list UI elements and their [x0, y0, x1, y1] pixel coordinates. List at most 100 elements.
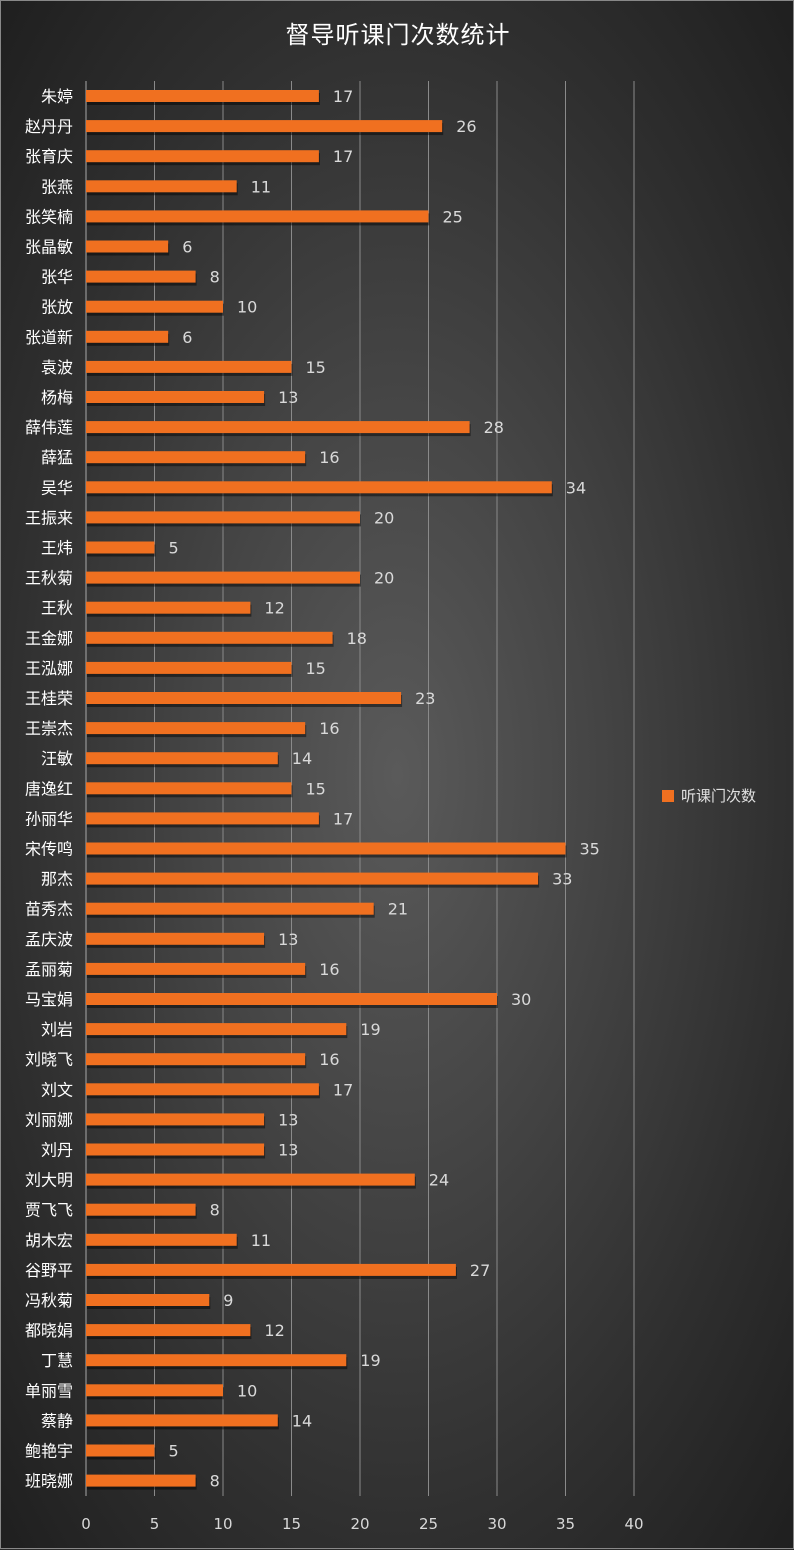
- category-label: 张放: [41, 298, 73, 317]
- data-label: 21: [388, 900, 408, 919]
- bar: [86, 1354, 347, 1367]
- category-label: 蔡静: [41, 1411, 73, 1430]
- data-label: 20: [374, 508, 394, 527]
- bar: [86, 210, 429, 223]
- data-label: 17: [333, 147, 353, 166]
- bar: [86, 571, 360, 584]
- category-label: 丁慧: [41, 1351, 73, 1370]
- bar: [86, 1263, 456, 1276]
- data-label: 25: [443, 207, 463, 226]
- bar: [86, 541, 155, 554]
- x-tick-label: 30: [487, 1515, 506, 1533]
- category-label: 张晶敏: [25, 238, 73, 257]
- bar: [86, 1083, 319, 1096]
- bar: [86, 180, 237, 193]
- category-label: 贾飞飞: [25, 1201, 73, 1220]
- category-label: 冯秋菊: [25, 1291, 73, 1310]
- category-label: 袁波: [41, 358, 73, 377]
- bar: [86, 872, 539, 885]
- data-label: 16: [319, 448, 339, 467]
- bar: [86, 391, 265, 403]
- bar: [86, 1023, 347, 1036]
- bar: [86, 1203, 196, 1216]
- category-label: 那杰: [41, 870, 73, 889]
- bar: [86, 1414, 278, 1427]
- bar: [86, 240, 169, 253]
- bar: [86, 842, 566, 855]
- bar: [86, 511, 360, 524]
- category-label: 王桂荣: [25, 689, 73, 708]
- data-label: 33: [552, 870, 572, 889]
- bar: [86, 120, 443, 133]
- data-label: 18: [347, 629, 367, 648]
- data-label: 23: [415, 689, 435, 708]
- data-label: 24: [429, 1171, 449, 1190]
- bar: [86, 150, 319, 163]
- category-label: 张华: [41, 268, 73, 287]
- bar: [86, 1173, 415, 1186]
- bar: [86, 90, 319, 102]
- data-label: 14: [292, 1411, 312, 1430]
- bar: [86, 661, 292, 674]
- bar: [86, 421, 470, 434]
- data-label: 11: [251, 177, 271, 196]
- data-label: 28: [484, 418, 504, 437]
- data-label: 6: [182, 238, 192, 257]
- data-label: 27: [470, 1261, 490, 1280]
- bar: [86, 692, 402, 704]
- data-label: 5: [169, 539, 179, 558]
- category-label: 谷野平: [25, 1261, 73, 1280]
- category-label: 王金娜: [25, 629, 73, 648]
- data-label: 16: [319, 719, 339, 738]
- bar: [86, 631, 333, 644]
- bar: [86, 752, 278, 765]
- category-label: 鲍艳宇: [25, 1442, 73, 1461]
- data-label: 8: [210, 1201, 220, 1220]
- category-label: 杨梅: [41, 388, 73, 407]
- category-label: 吴华: [41, 478, 73, 497]
- bar: [86, 1294, 210, 1306]
- category-label: 王秋菊: [25, 569, 73, 588]
- category-label: 刘岩: [41, 1020, 73, 1039]
- data-label: 17: [333, 809, 353, 828]
- x-tick-label: 25: [419, 1515, 438, 1533]
- x-tick-label: 0: [81, 1515, 91, 1533]
- category-label: 刘丽娜: [25, 1110, 73, 1129]
- bar: [86, 1113, 265, 1126]
- bar: [86, 481, 552, 494]
- bar: [86, 1384, 223, 1397]
- category-label: 王崇杰: [25, 719, 73, 738]
- category-label: 薛猛: [41, 448, 73, 467]
- bar: [86, 722, 306, 735]
- category-label: 刘晓飞: [25, 1050, 73, 1069]
- bar: [86, 451, 306, 464]
- data-label: 10: [237, 1381, 257, 1400]
- data-label: 15: [306, 659, 326, 678]
- data-label: 9: [223, 1291, 233, 1310]
- bar: [86, 1324, 251, 1337]
- data-label: 26: [456, 117, 476, 136]
- data-label: 13: [278, 1141, 298, 1160]
- data-label: 5: [169, 1442, 179, 1461]
- category-label: 苗秀杰: [25, 900, 73, 919]
- legend-label: 听课门次数: [681, 787, 757, 805]
- category-label: 刘丹: [41, 1141, 73, 1160]
- bar: [86, 360, 292, 373]
- x-tick-label: 10: [213, 1515, 232, 1533]
- category-label: 马宝娟: [25, 990, 73, 1009]
- data-label: 30: [511, 990, 531, 1009]
- category-label: 胡木宏: [25, 1231, 73, 1250]
- data-label: 14: [292, 749, 312, 768]
- data-label: 16: [319, 960, 339, 979]
- category-label: 孟庆波: [25, 930, 73, 949]
- data-label: 19: [360, 1351, 380, 1370]
- category-label: 朱婷: [41, 87, 73, 106]
- bar: [86, 993, 497, 1005]
- data-label: 13: [278, 930, 298, 949]
- data-label: 16: [319, 1050, 339, 1069]
- data-label: 10: [237, 298, 257, 317]
- bar: [86, 1444, 155, 1457]
- data-label: 15: [306, 779, 326, 798]
- data-label: 11: [251, 1231, 271, 1250]
- category-label: 薛伟莲: [25, 418, 73, 437]
